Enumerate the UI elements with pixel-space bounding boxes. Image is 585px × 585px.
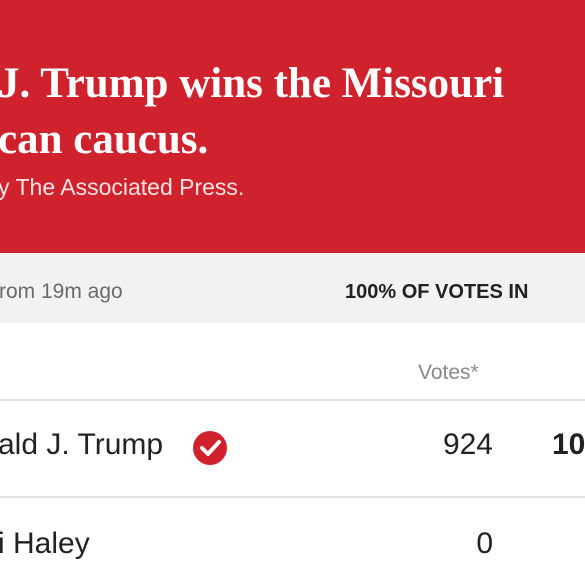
headline-banner (0, 0, 585, 253)
candidate-name: i Haley (0, 527, 90, 560)
headline-line: J. Trump wins the Missouri (0, 60, 505, 107)
candidate-name: ald J. Trump (0, 428, 164, 461)
winner-check (193, 431, 227, 465)
column-header: Votes* (418, 361, 479, 384)
vote-percent: 10 (552, 428, 585, 461)
reporting-status: 100% OF VOTES IN (345, 281, 529, 303)
vote-count: 924 (442, 428, 493, 461)
updated-time: rom 19m ago (0, 280, 123, 303)
headline-line: can caucus. (0, 116, 209, 163)
source-note: y The Associated Press. (0, 174, 245, 200)
row-divider (0, 496, 585, 498)
status-bar (0, 253, 585, 323)
vote-count: 0 (476, 527, 493, 560)
row-divider (0, 399, 585, 401)
